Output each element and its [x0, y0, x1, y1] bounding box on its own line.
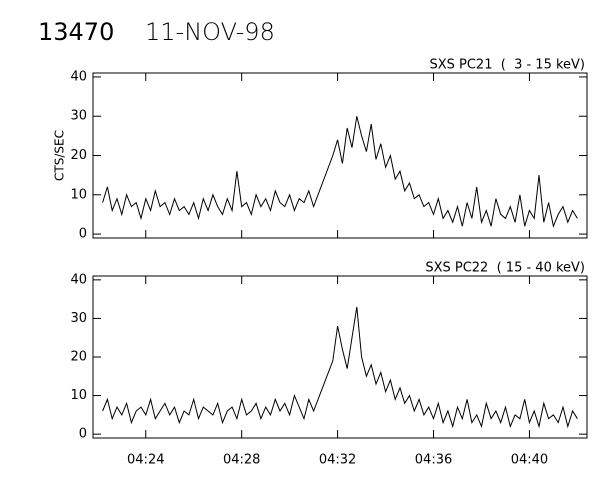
- data-line: [102, 306, 578, 429]
- y-tick-label: 30: [70, 109, 87, 124]
- y-tick-label: 10: [70, 388, 87, 403]
- x-tick-label: 04:40: [511, 453, 548, 468]
- x-tick-label: 04:36: [415, 453, 452, 468]
- y-tick-label: 10: [70, 187, 87, 202]
- data-line: [102, 116, 578, 228]
- observation-id: 13470: [38, 18, 114, 46]
- y-tick-label: 30: [70, 311, 87, 326]
- observation-date: 11-NOV-98: [145, 18, 275, 46]
- panel-title: SXS PC21 ( 3 - 15 keV): [429, 58, 585, 73]
- panel-title: SXS PC22 ( 15 - 40 keV): [425, 261, 585, 276]
- y-tick-label: 40: [70, 69, 87, 84]
- y-tick-label: 0: [79, 227, 87, 242]
- y-tick-label: 40: [70, 272, 87, 287]
- y-axis-label: CTS/SEC: [53, 130, 67, 181]
- x-tick-label: 04:28: [223, 453, 260, 468]
- y-tick-label: 0: [79, 427, 87, 442]
- x-tick-label: 04:32: [319, 453, 356, 468]
- x-tick-label: 04:24: [127, 453, 164, 468]
- y-tick-label: 20: [70, 148, 87, 163]
- y-tick-label: 20: [70, 350, 87, 365]
